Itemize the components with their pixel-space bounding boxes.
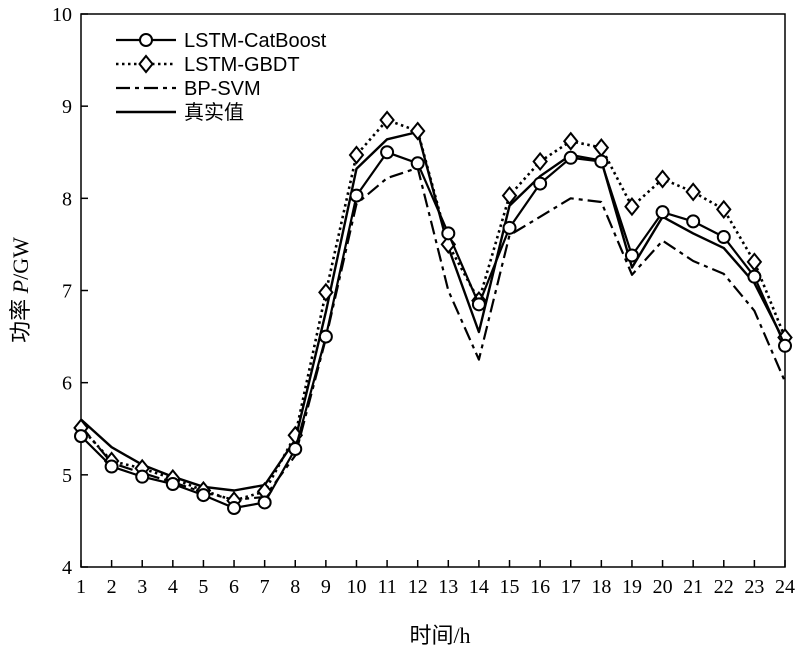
data-point xyxy=(532,151,548,172)
legend-label: 真实值 xyxy=(184,101,244,124)
y-axis-title-variable: P xyxy=(8,280,33,294)
data-point xyxy=(502,220,517,235)
data-point xyxy=(686,214,701,229)
x-tick-label: 22 xyxy=(714,576,734,598)
y-tick-label: 4 xyxy=(62,557,72,579)
data-point xyxy=(654,169,671,189)
series-1 xyxy=(74,145,792,516)
data-point xyxy=(685,182,701,202)
x-tick-label: 12 xyxy=(408,576,428,598)
x-tick-label: 24 xyxy=(775,576,795,598)
data-point xyxy=(715,199,732,219)
x-tick-label: 4 xyxy=(168,576,178,598)
data-point xyxy=(716,230,731,245)
data-point xyxy=(563,150,578,165)
x-tick-label: 9 xyxy=(321,576,331,598)
y-axis-title-prefix: 功率 xyxy=(8,293,33,343)
legend-entry: LSTM-CatBoost xyxy=(116,30,327,52)
data-point xyxy=(318,329,333,344)
data-point xyxy=(348,145,365,165)
data-point xyxy=(409,121,426,141)
x-tick-label: 17 xyxy=(561,576,581,598)
legend-label: LSTM-GBDT xyxy=(184,54,300,76)
legend-entry: LSTM-GBDT xyxy=(116,54,300,76)
legend-entry: BP-SVM xyxy=(116,78,261,100)
x-tick-label: 15 xyxy=(500,576,520,598)
data-point xyxy=(501,185,518,206)
data-point xyxy=(533,176,548,191)
x-axis-title: 时间/h xyxy=(409,623,470,648)
x-tick-label: 21 xyxy=(683,576,703,598)
series-line xyxy=(80,118,787,502)
y-tick-label: 10 xyxy=(52,4,72,26)
data-point xyxy=(74,429,88,444)
data-point xyxy=(624,197,640,217)
data-point xyxy=(379,110,395,130)
data-point xyxy=(624,248,639,263)
data-point xyxy=(562,131,579,151)
series-2 xyxy=(73,110,793,511)
data-point xyxy=(594,154,609,169)
data-point xyxy=(257,495,272,510)
data-point xyxy=(747,269,762,284)
data-point xyxy=(655,205,670,220)
data-point xyxy=(778,338,792,353)
legend-label: LSTM-CatBoost xyxy=(184,30,327,52)
y-tick-label: 8 xyxy=(62,188,72,210)
legend-marker xyxy=(138,54,154,74)
data-point xyxy=(135,469,150,484)
x-tick-label: 8 xyxy=(290,576,300,598)
x-tick-label: 3 xyxy=(137,576,147,598)
data-point xyxy=(380,145,395,160)
data-point xyxy=(746,252,763,272)
data-point xyxy=(165,477,180,492)
x-tick-label: 6 xyxy=(229,576,239,598)
x-tick-label: 10 xyxy=(346,576,366,598)
data-point xyxy=(104,459,119,474)
legend-marker xyxy=(139,33,153,47)
x-tick-label: 2 xyxy=(107,576,117,598)
x-tick-label: 16 xyxy=(530,576,550,598)
data-point xyxy=(227,501,242,516)
x-tick-label: 7 xyxy=(260,576,270,598)
x-tick-label: 13 xyxy=(438,576,458,598)
legend-entry: 真实值 xyxy=(116,101,244,124)
y-tick-label: 7 xyxy=(62,281,72,303)
y-tick-label: 9 xyxy=(62,96,72,118)
x-tick-label: 14 xyxy=(469,576,489,598)
data-point xyxy=(471,297,486,312)
y-tick-label: 5 xyxy=(62,465,72,487)
data-point xyxy=(410,156,425,171)
x-tick-label: 11 xyxy=(377,576,396,598)
legend-label: BP-SVM xyxy=(184,78,261,100)
series-line xyxy=(80,166,787,501)
y-axis-title: 功率 P/GW xyxy=(8,237,33,343)
data-point xyxy=(288,442,303,457)
data-point xyxy=(196,488,211,503)
x-tick-label: 23 xyxy=(744,576,764,598)
series-3 xyxy=(80,166,787,501)
x-tick-label: 1 xyxy=(76,576,86,598)
y-axis-title-unit: /GW xyxy=(8,237,33,280)
x-tick-label: 18 xyxy=(591,576,611,598)
series-line xyxy=(80,151,787,510)
x-tick-label: 19 xyxy=(622,576,642,598)
x-tick-label: 20 xyxy=(653,576,673,598)
x-tick-label: 5 xyxy=(198,576,208,598)
data-point xyxy=(441,226,456,241)
series-layer xyxy=(73,110,793,516)
data-point xyxy=(593,138,610,158)
y-tick-label: 6 xyxy=(62,373,72,395)
data-point xyxy=(318,282,334,302)
data-point xyxy=(349,188,364,203)
